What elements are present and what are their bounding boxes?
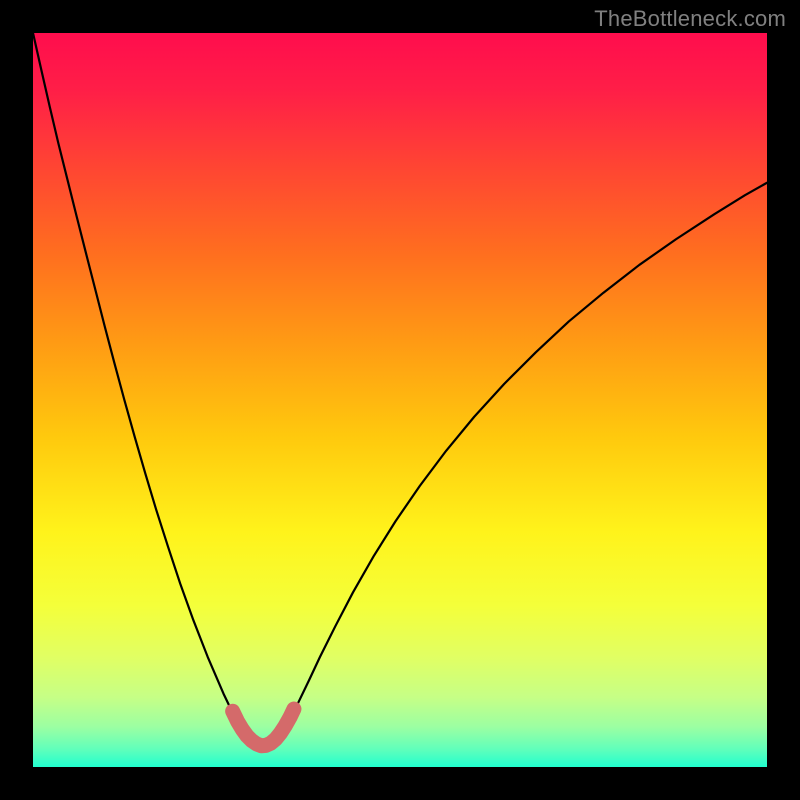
plot-background [33, 33, 767, 767]
chart-stage: TheBottleneck.com [0, 0, 800, 800]
watermark-text: TheBottleneck.com [594, 6, 786, 32]
bottleneck-chart [0, 0, 800, 800]
